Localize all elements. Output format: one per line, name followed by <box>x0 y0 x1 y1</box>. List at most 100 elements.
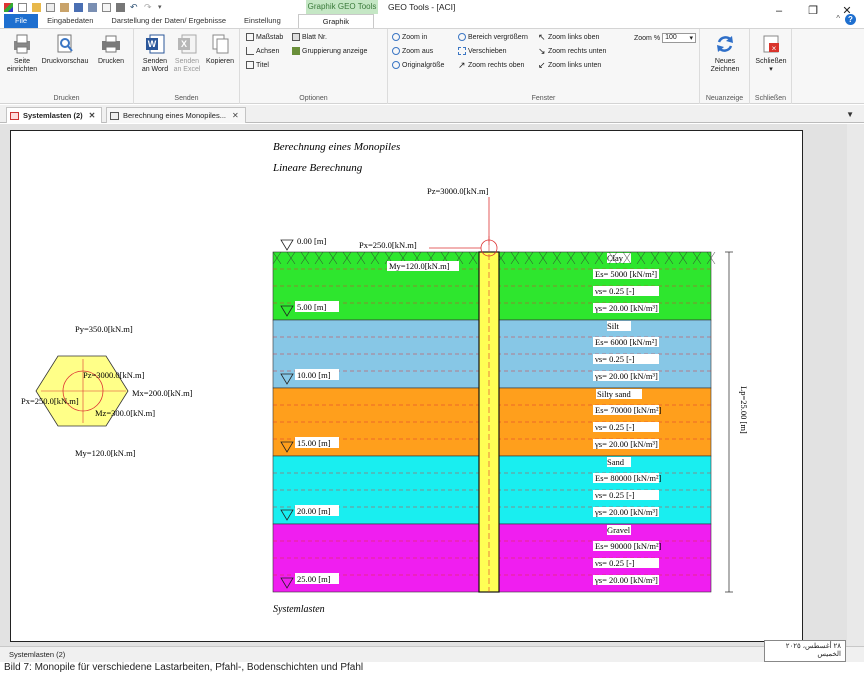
my-top-label: My=120.0[kN.m] <box>389 261 450 271</box>
zoom-out-button[interactable]: Zoom aus <box>392 47 433 55</box>
copy-button[interactable]: Kopieren <box>204 33 236 66</box>
ground-hatch <box>594 251 604 265</box>
print-preview-button[interactable]: Druckvorschau <box>40 33 90 66</box>
doc-tab-systemlasten[interactable]: Systemlasten (2) ✕ <box>6 107 103 123</box>
ground-hatch <box>636 251 646 265</box>
tab-einstellung[interactable]: Einstellung <box>244 16 281 25</box>
redo-icon[interactable]: ↷ <box>144 2 152 12</box>
save-as-icon[interactable] <box>88 3 97 12</box>
page-setup-label2: einrichten <box>6 66 38 73</box>
layer-gamma-label: γs= 20.00 [kN/m³] <box>594 303 658 313</box>
massstab-label: Maßstab <box>256 33 284 41</box>
send-word-button[interactable]: W Senden an Word <box>140 33 170 74</box>
zoom-in-button[interactable]: Zoom in <box>392 33 427 41</box>
label-box <box>593 286 659 296</box>
zoom-top-right-button[interactable]: ↗ Zoom rechts oben <box>458 61 524 70</box>
close-tab-icon[interactable]: ✕ <box>88 111 96 120</box>
plan-mz-label: Mz=300.0[kN.m] <box>95 408 155 418</box>
quick-access-toolbar: ↶ ↷ ▾ <box>4 3 167 12</box>
undo-icon[interactable]: ↶ <box>130 2 138 12</box>
pan-button[interactable]: Verschieben <box>458 47 507 55</box>
minimize-button[interactable]: – <box>775 5 783 17</box>
print-preview-label: Druckvorschau <box>41 58 89 65</box>
chevron-down-icon: ▾ <box>769 66 773 73</box>
print-icon[interactable] <box>116 3 125 12</box>
page-setup-button[interactable]: Seite einrichten <box>6 33 38 74</box>
zoom-area-icon <box>458 33 466 41</box>
group-fenster: Zoom in Zoom aus Originalgröße Bereich v… <box>388 29 700 104</box>
close-doc-label: Schließen <box>755 58 787 65</box>
tab-eingabedaten[interactable]: Eingabedaten <box>47 16 94 25</box>
label-box <box>593 575 659 585</box>
paste-icon[interactable] <box>60 3 69 12</box>
achsen-checkbox[interactable]: Achsen <box>246 47 279 55</box>
titel-checkbox[interactable]: Titel <box>246 61 269 69</box>
gruppierung-checkbox[interactable]: Gruppierung anzeige <box>292 47 367 55</box>
copy-icon[interactable] <box>46 3 55 12</box>
table-icon <box>110 112 119 120</box>
ground-hatch <box>622 251 632 265</box>
group-fenster-label: Fenster <box>531 95 556 102</box>
plan-py-label: Py=350.0[kN.m] <box>75 324 133 334</box>
doc-tab-label: Berechnung eines Monopiles... <box>123 111 226 120</box>
zoom-top-left-button[interactable]: ↖ Zoom links oben <box>538 33 599 42</box>
layer-gamma-label: γs= 20.00 [kN/m³] <box>594 507 658 517</box>
ground-hatch <box>678 251 688 265</box>
label-box <box>607 253 631 263</box>
print-preview-icon[interactable] <box>102 3 111 12</box>
tab-darstellung[interactable]: Darstellung der Daten/ Ergebnisse <box>111 16 227 25</box>
ground-hatch <box>370 251 380 265</box>
close-doc-button[interactable]: × Schließen ▾ <box>752 33 790 74</box>
doc-tab-berechnung[interactable]: Berechnung eines Monopiles... ✕ <box>106 107 246 123</box>
pan-icon <box>458 47 466 55</box>
zoom-bottom-left-button[interactable]: ↙ Zoom links unten <box>538 61 601 70</box>
layer-name-label: Clay <box>607 253 624 263</box>
new-file-icon[interactable] <box>18 3 27 12</box>
app-logo-icon <box>4 3 13 12</box>
collapse-ribbon-icon[interactable]: ^ <box>836 14 840 23</box>
depth-box <box>295 573 339 584</box>
qat-dropdown-icon[interactable]: ▾ <box>158 4 162 11</box>
original-size-button[interactable]: Originalgröße <box>392 61 444 69</box>
open-folder-icon[interactable] <box>32 3 41 12</box>
document-tabs: Systemlasten (2) ✕ Berechnung eines Monop… <box>0 105 864 123</box>
page-setup-label: Seite <box>14 58 30 65</box>
send-excel-button[interactable]: X Senden an Excel <box>172 33 202 74</box>
ground-hatch <box>692 251 702 265</box>
tab-list-dropdown-icon[interactable]: ▼ <box>846 110 854 119</box>
label-box <box>607 321 631 331</box>
save-icon[interactable] <box>74 3 83 12</box>
svg-text:×: × <box>772 44 777 53</box>
vertical-scrollbar[interactable] <box>847 124 864 646</box>
ground-hatch <box>356 251 366 265</box>
tab-graphik[interactable]: Graphik <box>297 14 375 28</box>
depth-label: 15.00 [m] <box>297 438 331 448</box>
help-icon[interactable]: ? <box>845 14 856 25</box>
blatt-checkbox[interactable]: Blatt Nr. <box>292 33 327 41</box>
depth-marker-icon <box>280 577 294 589</box>
redraw-label: Neues <box>714 58 736 65</box>
zoom-bottom-right-button[interactable]: ↘ Zoom rechts unten <box>538 47 606 56</box>
excel-icon: X <box>176 33 198 55</box>
redraw-button[interactable]: Neues Zeichnen <box>704 33 746 74</box>
restore-button[interactable]: ❐ <box>808 5 818 17</box>
close-tab-icon[interactable]: ✕ <box>231 111 239 120</box>
original-size-label: Originalgröße <box>402 61 445 69</box>
gruppierung-label: Gruppierung anzeige <box>302 47 368 55</box>
close-button[interactable]: ✕ <box>842 5 852 17</box>
blatt-label: Blatt Nr. <box>302 33 327 41</box>
print-button[interactable]: Drucken <box>94 33 128 66</box>
title-bar: ↶ ↷ ▾ Graphik GEO Tools GEO Tools - [ACI… <box>0 0 864 28</box>
massstab-checkbox[interactable]: Maßstab <box>246 33 283 41</box>
tab-file[interactable]: File <box>4 14 39 28</box>
zoom-percent-select[interactable]: 100 ▾ <box>662 33 697 43</box>
group-senden-label: Senden <box>174 95 199 102</box>
label-box <box>593 541 659 551</box>
zoom-area-label: Bereich vergrößern <box>468 33 528 41</box>
label-box <box>593 422 659 432</box>
zoom-area-button[interactable]: Bereich vergrößern <box>458 33 528 41</box>
ground-hatch <box>706 251 716 265</box>
soil-profile: Clay Es= 5000 [kN/m²] νs= 0.25 [-] γs= 20.0… <box>272 197 749 593</box>
close-document-icon: × <box>760 33 782 55</box>
